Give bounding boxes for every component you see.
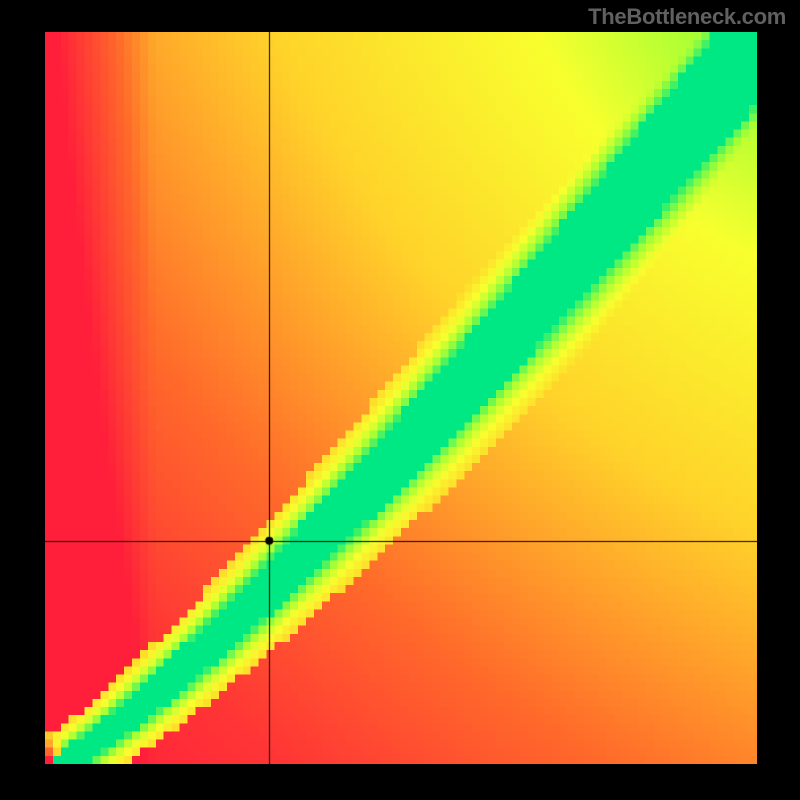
watermark-text: TheBottleneck.com [588,4,786,30]
chart-container: TheBottleneck.com [0,0,800,800]
bottleneck-heatmap [45,32,757,764]
